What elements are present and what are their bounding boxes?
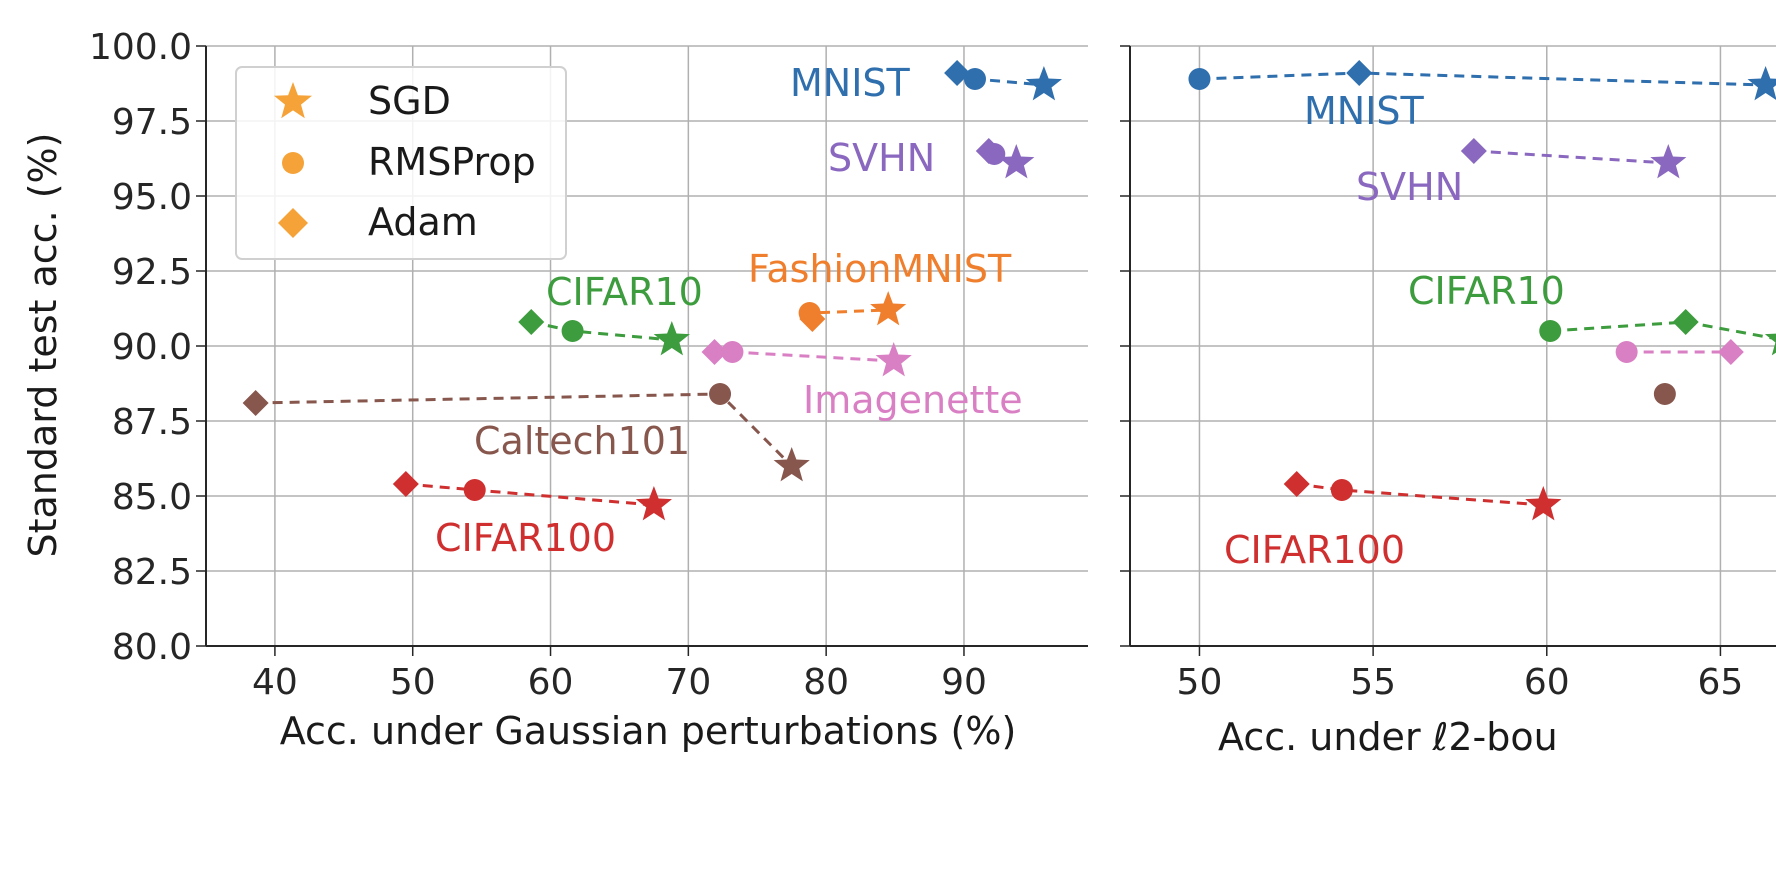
legend-label-sgd: SGD — [368, 79, 451, 123]
p0-imagenette-rmsprop-point — [721, 341, 744, 363]
p1-svhn-adam-point — [1460, 138, 1487, 164]
left-x-axis-label: Acc. under Gaussian perturbations (%) — [280, 709, 1017, 753]
p1-svhn-sgd-point — [1650, 144, 1687, 179]
p1-cifar10-sgd-point — [1764, 333, 1776, 356]
left-panel: 80.0 82.5 85.0 87.5 90.0 92.5 95.0 97.5 100.0 40 5… — [21, 27, 1088, 753]
p0-cifar100-line — [405, 482, 655, 507]
p0-cifar10-adam-point — [518, 309, 545, 335]
y-tick-label-3: 87.5 — [112, 402, 192, 443]
y-tick-label-0: 80.0 — [112, 627, 192, 668]
legend-diamond-icon — [278, 208, 308, 238]
left-ticks: 80.0 82.5 85.0 87.5 90.0 92.5 95.0 97.5 100.0 40 5… — [89, 27, 987, 703]
p0-cifar100-rmsprop-point — [463, 479, 486, 501]
legend-frame — [235, 66, 567, 260]
y-tick-label-8: 100.0 — [89, 27, 192, 68]
y-tick-label-5: 92.5 — [112, 252, 192, 293]
left-series — [242, 60, 1062, 521]
right-x-axis-label: Acc. under ℓ2-bou — [1218, 715, 1558, 759]
p1-imagenette-rmsprop-point — [1615, 341, 1638, 363]
p0-mnist-rmsprop-point — [963, 68, 986, 90]
right-ticks: 50 55 60 65 — [1120, 45, 1744, 703]
p0-cifar100-sgd-point — [635, 486, 672, 521]
label-mnist-right: MNIST — [1304, 89, 1425, 133]
p1-svhn-line — [1473, 149, 1669, 165]
p1-mnist-rmsprop-point — [1188, 68, 1211, 90]
y-tick-label-2: 85.0 — [112, 477, 192, 518]
p0-imagenette-sgd-point — [875, 342, 912, 377]
right-grid — [1130, 45, 1776, 647]
p0-cifar10-line — [530, 320, 672, 342]
p1-cifar10-rmsprop-point — [1539, 320, 1562, 342]
y-tick-label-4: 90.0 — [112, 327, 192, 368]
label-cifar10-right: CIFAR10 — [1408, 269, 1565, 313]
label-imagenette: Imagenette — [803, 378, 1023, 422]
p0-x-tick-label-4: 80 — [803, 662, 849, 703]
p1-x-tick-label-1: 55 — [1350, 662, 1396, 703]
p1-caltech101-rmsprop-point — [1653, 383, 1676, 405]
p0-mnist-adam-point — [944, 60, 971, 86]
p0-svhn-rmsprop-point — [983, 143, 1006, 165]
p0-x-tick-label-1: 50 — [390, 662, 436, 703]
legend-circle-icon — [282, 152, 304, 174]
p1-x-tick-label-0: 50 — [1177, 662, 1223, 703]
label-cifar100: CIFAR100 — [435, 516, 616, 560]
p0-imagenette-adam-point — [701, 339, 728, 365]
p0-fashionmnist-rmsprop-point — [798, 302, 821, 324]
p0-x-tick-label-0: 40 — [252, 662, 298, 703]
p1-cifar10-line — [1550, 320, 1776, 341]
label-mnist: MNIST — [790, 61, 911, 105]
p1-imagenette-adam-point — [1717, 339, 1744, 365]
legend-label-adam: Adam — [368, 200, 478, 244]
legend: SGD RMSProp Adam — [235, 66, 567, 260]
y-tick-label-7: 97.5 — [112, 102, 192, 143]
y-tick-label-6: 95.0 — [112, 177, 192, 218]
p1-x-tick-label-2: 60 — [1524, 662, 1570, 703]
p1-x-tick-label-3: 65 — [1698, 662, 1744, 703]
p1-mnist-line — [1199, 71, 1766, 87]
p0-caltech101-adam-point — [242, 390, 269, 416]
label-fashionmnist: FashionMNIST — [748, 247, 1012, 291]
label-svhn: SVHN — [828, 136, 935, 180]
right-panel: 50 55 60 65 MNIST SVHN CIFAR10 CIFAR100 Acc… — [1120, 45, 1776, 759]
p0-svhn-sgd-point — [998, 144, 1035, 179]
p1-cifar100-sgd-point — [1525, 486, 1562, 521]
p0-mnist-sgd-point — [1025, 66, 1062, 101]
p1-mnist-sgd-point — [1747, 66, 1776, 101]
left-dataset-labels: MNIST SVHN FashionMNIST CIFAR10 Imagenet… — [435, 61, 1023, 560]
legend-star-icon — [274, 82, 312, 119]
p0-fashionmnist-sgd-point — [870, 291, 907, 326]
left-y-axis-label: Standard test acc. (%) — [21, 133, 65, 558]
legend-label-rmsprop: RMSProp — [368, 140, 536, 184]
p1-cifar100-rmsprop-point — [1330, 479, 1353, 501]
p1-mnist-adam-point — [1346, 60, 1373, 86]
p0-x-tick-label-3: 70 — [665, 662, 711, 703]
y-tick-label-1: 82.5 — [112, 552, 192, 593]
p0-cifar10-sgd-point — [653, 321, 690, 356]
right-dataset-labels: MNIST SVHN CIFAR10 CIFAR100 — [1224, 89, 1565, 572]
right-series — [1188, 60, 1776, 521]
p0-cifar100-adam-point — [392, 471, 419, 497]
p1-cifar100-adam-point — [1283, 471, 1310, 497]
label-caltech101: Caltech101 — [474, 419, 690, 463]
p0-x-tick-label-5: 90 — [941, 662, 987, 703]
p0-caltech101-rmsprop-point — [709, 383, 732, 405]
label-svhn-right: SVHN — [1356, 165, 1463, 209]
label-cifar100-right: CIFAR100 — [1224, 528, 1405, 572]
p0-cifar10-rmsprop-point — [561, 320, 584, 342]
p1-cifar10-adam-point — [1672, 309, 1699, 335]
p0-x-tick-label-2: 60 — [528, 662, 574, 703]
p0-caltech101-sgd-point — [773, 447, 810, 482]
label-cifar10: CIFAR10 — [546, 270, 703, 314]
